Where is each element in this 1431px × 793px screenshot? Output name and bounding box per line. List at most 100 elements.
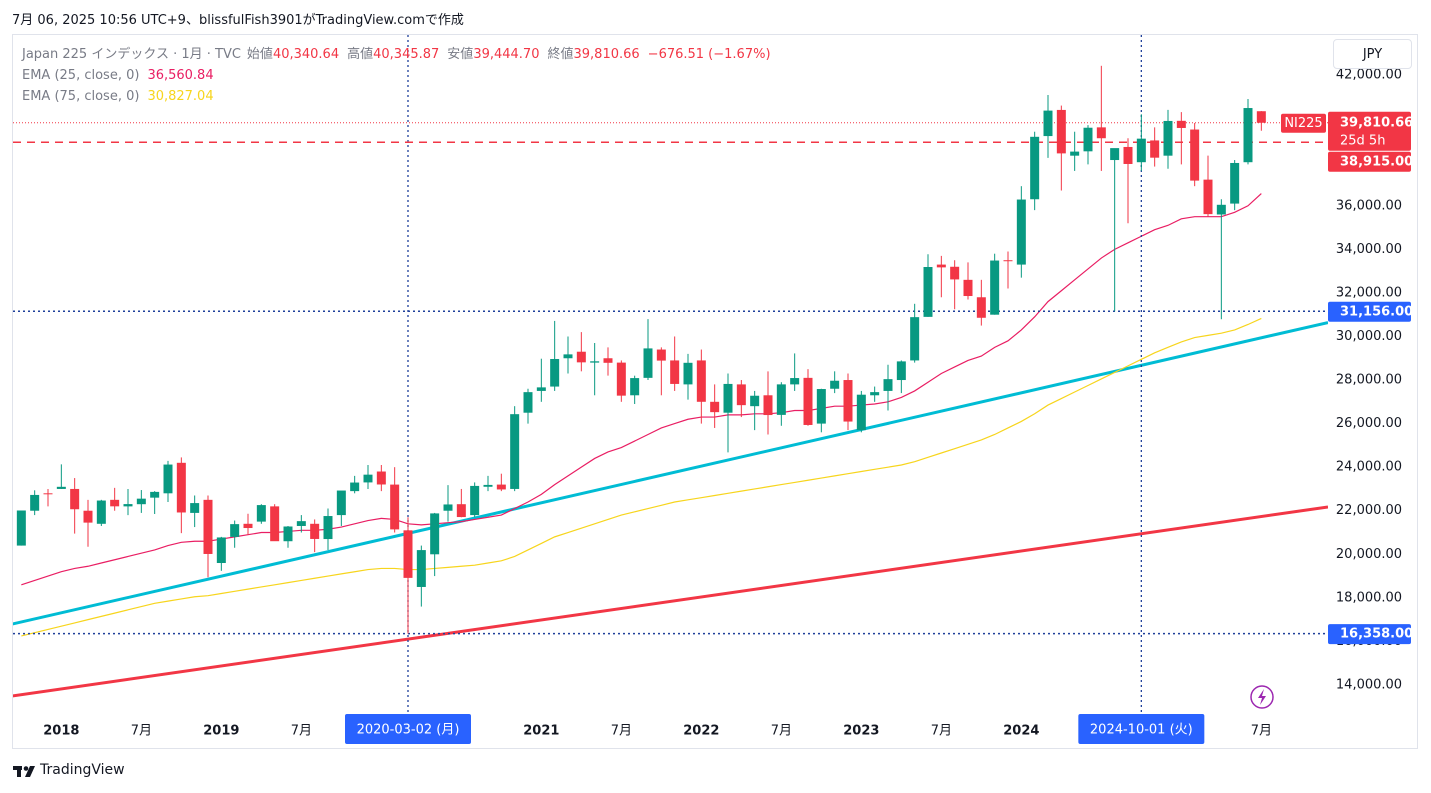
candle-body — [1216, 204, 1226, 215]
candle-body — [1163, 120, 1173, 156]
candle-body — [856, 394, 866, 431]
candle-body — [416, 550, 426, 587]
candle-body — [350, 482, 360, 492]
candle-body — [1070, 151, 1080, 156]
candle-body — [1243, 108, 1253, 163]
x-tick-label: 7月 — [131, 724, 152, 739]
candle-body — [590, 361, 600, 363]
y-tick-label: 42,000.00 — [1336, 68, 1402, 83]
header: 7月 06, 2025 10:56 UTC+9、blissfulFish3901… — [12, 13, 464, 28]
x-tick-label: 2023 — [843, 724, 879, 739]
candle-body — [70, 488, 80, 510]
y-tick-label: 34,000.00 — [1336, 242, 1402, 257]
candle-body — [723, 383, 733, 413]
y-tick-label: 24,000.00 — [1336, 460, 1402, 475]
candle-body — [950, 266, 960, 280]
alert-icon[interactable] — [1250, 685, 1274, 709]
legend-label: 終値 — [547, 47, 574, 62]
candle-body — [1190, 129, 1200, 181]
candle-body — [216, 537, 226, 564]
candle-body — [96, 500, 106, 524]
candle-body — [1030, 136, 1040, 200]
candle-body — [390, 484, 400, 530]
candle-body — [270, 506, 280, 542]
price-label-box — [1328, 151, 1411, 172]
legend-ohlc: Japan 225 インデックス · 1月 · TVC 始値40,340.64 高値… — [22, 44, 771, 65]
x-tick-label: 2022 — [683, 724, 719, 739]
candle-body — [576, 351, 586, 363]
legend-ema-name: EMA (75, close, 0) — [22, 89, 140, 104]
legend-label: 高値 — [347, 47, 374, 62]
candle-body — [883, 379, 893, 391]
plot-area — [13, 35, 1328, 712]
candle-body — [643, 348, 653, 378]
candle-body — [963, 279, 973, 297]
y-tick-label: 22,000.00 — [1336, 503, 1402, 518]
candle-body — [483, 484, 493, 487]
candle-body — [536, 387, 546, 391]
brand[interactable]: TradingView — [40, 762, 125, 778]
legend-value: 40,340.64 — [272, 47, 340, 62]
candle-body — [30, 494, 40, 511]
candle-body — [510, 414, 520, 489]
candle-body — [83, 510, 93, 523]
y-tick-label: 18,000.00 — [1336, 590, 1402, 605]
candle-body — [430, 513, 440, 555]
x-tick-label: 7月 — [1251, 724, 1272, 739]
y-tick-label: 26,000.00 — [1336, 416, 1402, 431]
candle-body — [190, 503, 200, 513]
trendline — [13, 505, 1328, 698]
candle-body — [230, 524, 240, 537]
legend: Japan 225 インデックス · 1月 · TVC 始値40,340.64 高値… — [22, 44, 771, 107]
candle-body — [763, 395, 773, 416]
crosshair-label-box — [1078, 714, 1205, 744]
x-tick-label: 7月 — [611, 724, 632, 739]
candle-body — [1110, 148, 1120, 161]
candle-body — [816, 389, 826, 424]
candle-body — [56, 486, 66, 489]
candle-body — [1123, 146, 1133, 164]
legend-value: 39,810.66 — [573, 47, 640, 62]
candle-body — [990, 260, 1000, 315]
candle-body — [790, 378, 800, 385]
candle-body — [376, 471, 386, 485]
candle-body — [910, 317, 920, 361]
legend-ema-name: EMA (25, close, 0) — [22, 68, 140, 83]
candle-body — [750, 395, 760, 407]
x-tick-label: 7月 — [291, 724, 312, 739]
countdown: 25d 5h — [1340, 133, 1385, 148]
candle-body — [670, 360, 680, 384]
price-label: 38,915.00 — [1340, 154, 1413, 169]
legend-change: −676.51 (−1.67%) — [647, 47, 771, 62]
symbol-tag — [1281, 113, 1326, 133]
last-price-box — [1328, 111, 1411, 151]
candle-body — [1256, 111, 1266, 123]
ema-line — [21, 193, 1262, 586]
candle-body — [1016, 199, 1026, 265]
legend-ema: EMA (25, close, 0) 36,560.84 — [22, 65, 771, 86]
candle-body — [403, 530, 413, 578]
legend-value: 39,444.70 — [473, 47, 540, 62]
candle-body — [443, 504, 453, 511]
candle-body — [256, 505, 266, 522]
candle-body — [123, 504, 133, 507]
candle-body — [150, 491, 160, 498]
legend-label: 始値 — [246, 47, 273, 62]
price-label: 31,156.00 — [1340, 304, 1413, 319]
candle-body — [803, 377, 813, 425]
crosshair-label: 2020-03-02 (月) — [357, 723, 460, 738]
brand-logo[interactable] — [13, 766, 35, 777]
price-label: 16,358.00 — [1340, 627, 1413, 642]
candle-body — [283, 526, 293, 542]
candle-body — [843, 380, 853, 422]
x-tick-label: 2019 — [203, 724, 239, 739]
candle-body — [563, 354, 573, 359]
candle-body — [1096, 127, 1106, 139]
y-tick-label: 14,000.00 — [1336, 677, 1402, 692]
candle-body — [550, 358, 560, 387]
legend-title: Japan 225 インデックス · 1月 · TVC — [22, 47, 241, 62]
candle-body — [43, 493, 53, 495]
currency-button[interactable]: JPY — [1333, 39, 1412, 69]
candle-body — [1150, 140, 1160, 158]
